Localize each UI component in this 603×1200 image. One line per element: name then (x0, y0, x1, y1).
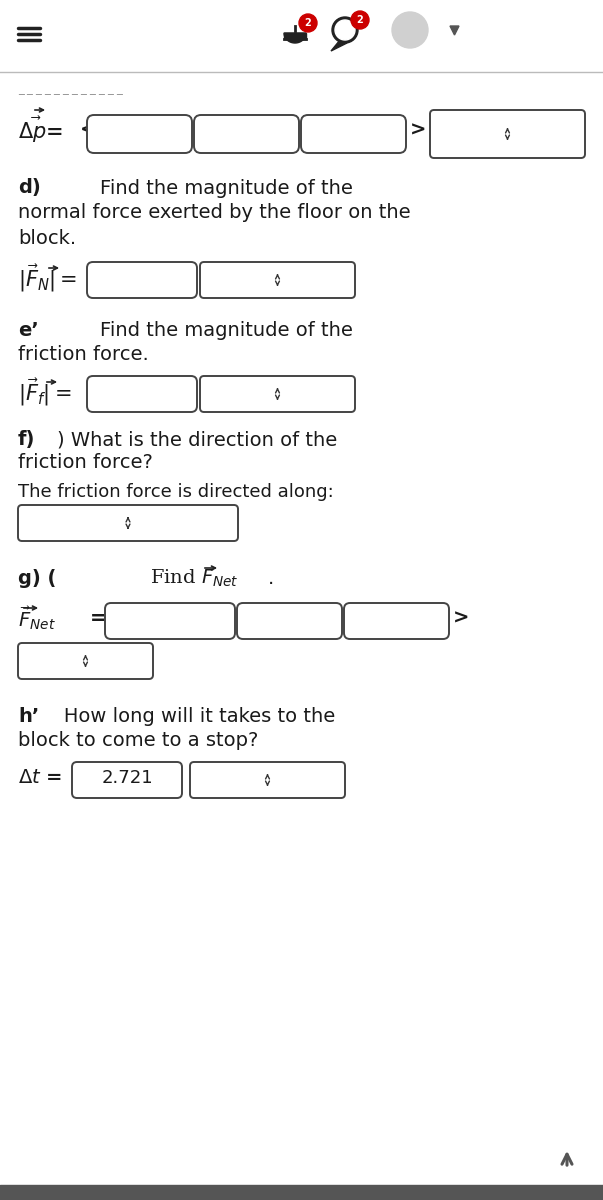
Text: f): f) (18, 431, 36, 450)
Text: 2: 2 (356, 14, 364, 25)
Text: friction force.: friction force. (18, 346, 149, 365)
Text: >: > (453, 608, 469, 628)
Text: normal force exerted by the floor on the: normal force exerted by the floor on the (18, 204, 411, 222)
Polygon shape (284, 32, 306, 43)
Polygon shape (284, 32, 306, 38)
Text: Find the magnitude of the: Find the magnitude of the (100, 320, 353, 340)
FancyBboxPatch shape (344, 602, 449, 638)
Text: ) What is the direction of the: ) What is the direction of the (57, 431, 337, 450)
Text: $|\vec{F}_f|=$: $|\vec{F}_f|=$ (18, 376, 72, 408)
Text: Find the magnitude of the: Find the magnitude of the (100, 179, 353, 198)
Circle shape (332, 17, 358, 43)
FancyBboxPatch shape (87, 262, 197, 298)
Text: h’: h’ (18, 707, 39, 726)
FancyBboxPatch shape (301, 115, 406, 152)
Polygon shape (331, 40, 347, 50)
Circle shape (351, 11, 369, 29)
Text: block.: block. (18, 228, 76, 247)
Circle shape (335, 20, 355, 40)
FancyBboxPatch shape (430, 110, 585, 158)
Text: block to come to a stop?: block to come to a stop? (18, 731, 258, 750)
Text: >: > (410, 120, 426, 139)
Text: = <: = < (90, 608, 130, 628)
Text: g) (: g) ( (18, 569, 56, 588)
FancyBboxPatch shape (190, 762, 345, 798)
Text: friction force?: friction force? (18, 452, 153, 472)
FancyBboxPatch shape (18, 505, 238, 541)
FancyBboxPatch shape (18, 643, 153, 679)
Circle shape (392, 12, 428, 48)
Text: How long will it takes to the: How long will it takes to the (60, 707, 335, 726)
Text: The friction force is directed along:: The friction force is directed along: (18, 482, 333, 502)
Text: 2: 2 (305, 18, 311, 28)
FancyBboxPatch shape (200, 262, 355, 298)
Text: $\Delta t$ =: $\Delta t$ = (18, 769, 62, 787)
FancyBboxPatch shape (87, 115, 192, 152)
Text: Find $F_{Net}$: Find $F_{Net}$ (150, 568, 239, 589)
Text: $|\vec{F}_N|=$: $|\vec{F}_N|=$ (18, 262, 77, 294)
FancyBboxPatch shape (87, 376, 197, 412)
Text: $\vec{\Delta p}$=: $\vec{\Delta p}$= (18, 114, 63, 145)
Text: e’: e’ (18, 320, 39, 340)
Polygon shape (450, 26, 459, 35)
FancyBboxPatch shape (194, 115, 299, 152)
Text: d): d) (18, 179, 41, 198)
Text: 2.721: 2.721 (101, 769, 153, 787)
FancyBboxPatch shape (200, 376, 355, 412)
Text: <: < (80, 120, 96, 139)
Text: $\vec{F}_{Net}$: $\vec{F}_{Net}$ (18, 605, 56, 631)
FancyBboxPatch shape (72, 762, 182, 798)
FancyBboxPatch shape (105, 602, 235, 638)
FancyBboxPatch shape (237, 602, 342, 638)
Text: .: . (268, 569, 274, 588)
Text: ─ ─ ─ ─ ─ ─ ─ ─ ─ ─ ─ ─: ─ ─ ─ ─ ─ ─ ─ ─ ─ ─ ─ ─ (18, 90, 123, 100)
Circle shape (299, 14, 317, 32)
